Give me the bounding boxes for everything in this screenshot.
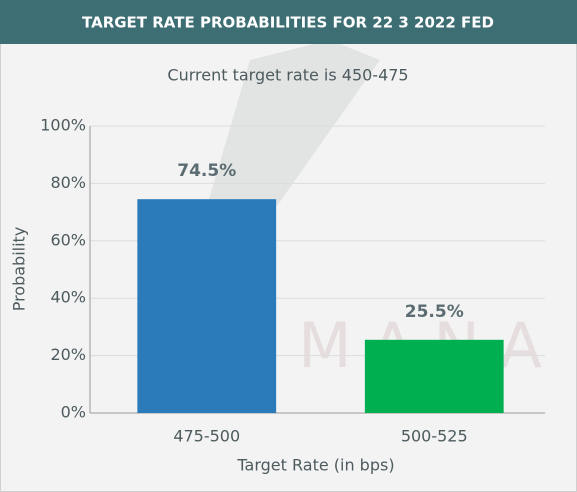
x-tick-label: 500-525 <box>401 427 468 446</box>
bar <box>364 339 504 413</box>
watermark-shape <box>200 40 380 230</box>
data-label: 74.5% <box>177 161 236 181</box>
y-tick-label: 100% <box>40 116 86 135</box>
y-tick-label: 0% <box>61 403 86 422</box>
header <box>0 0 577 44</box>
data-label: 25.5% <box>405 302 464 322</box>
x-axis-label: Target Rate (in bps) <box>236 456 394 475</box>
y-tick-label: 60% <box>50 230 86 249</box>
chart-title: TARGET RATE PROBABILITIES FOR 22 3 2022 … <box>82 14 494 32</box>
y-tick-label: 40% <box>50 288 86 307</box>
x-tick-label: 475-500 <box>173 427 240 446</box>
y-axis-label: Probability <box>10 227 29 312</box>
y-tick-label: 20% <box>50 345 86 364</box>
chart-subtitle: Current target rate is 450-475 <box>167 66 408 85</box>
bar <box>137 199 277 413</box>
y-tick-label: 80% <box>50 173 86 192</box>
